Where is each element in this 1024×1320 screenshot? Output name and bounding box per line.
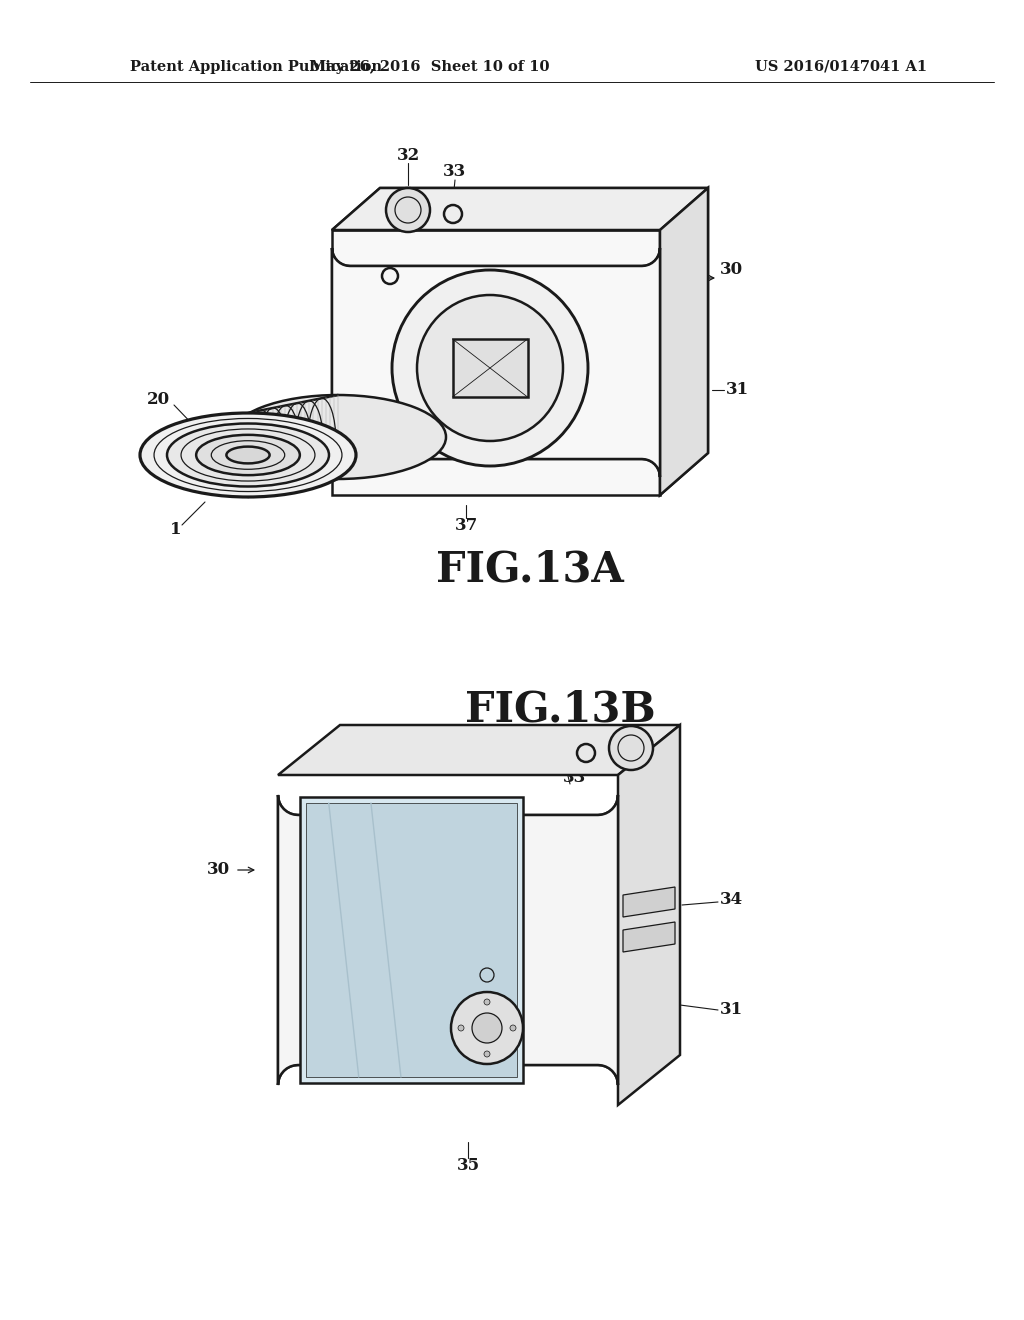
Circle shape (417, 294, 563, 441)
Text: 32: 32 (396, 147, 420, 164)
Text: FIG.13B: FIG.13B (465, 689, 655, 731)
Polygon shape (306, 803, 517, 1077)
Circle shape (392, 271, 588, 466)
Circle shape (484, 999, 490, 1005)
Text: 30: 30 (720, 261, 743, 279)
Text: 1: 1 (170, 521, 181, 539)
Text: 35: 35 (457, 1156, 479, 1173)
Circle shape (451, 993, 523, 1064)
Polygon shape (660, 187, 708, 495)
Text: 31: 31 (726, 381, 750, 399)
Text: May 26, 2016  Sheet 10 of 10: May 26, 2016 Sheet 10 of 10 (310, 59, 550, 74)
Circle shape (458, 1026, 464, 1031)
Text: 32: 32 (629, 781, 651, 799)
Ellipse shape (167, 424, 329, 487)
Polygon shape (278, 795, 618, 1085)
Polygon shape (332, 187, 708, 230)
Text: US 2016/0147041 A1: US 2016/0147041 A1 (755, 59, 927, 74)
Text: 20: 20 (146, 392, 170, 408)
Polygon shape (278, 795, 618, 1085)
Text: 36: 36 (379, 1072, 401, 1089)
Polygon shape (618, 725, 680, 1105)
Polygon shape (623, 921, 675, 952)
Polygon shape (278, 725, 680, 775)
Polygon shape (332, 230, 660, 495)
Text: 30: 30 (207, 862, 229, 879)
Ellipse shape (230, 395, 446, 479)
Circle shape (386, 187, 430, 232)
Circle shape (484, 1051, 490, 1057)
Ellipse shape (140, 413, 356, 498)
Text: 33: 33 (443, 164, 467, 181)
Polygon shape (332, 248, 660, 477)
Polygon shape (453, 339, 527, 397)
Ellipse shape (197, 434, 300, 475)
Text: 31: 31 (720, 1002, 743, 1019)
Polygon shape (300, 797, 523, 1082)
Polygon shape (660, 187, 708, 495)
Circle shape (472, 1012, 502, 1043)
Circle shape (609, 726, 653, 770)
Text: 37: 37 (455, 516, 477, 533)
Text: FIG.13A: FIG.13A (436, 549, 624, 591)
Circle shape (510, 1026, 516, 1031)
Polygon shape (332, 248, 660, 477)
Polygon shape (623, 887, 675, 917)
Text: 33: 33 (563, 770, 587, 787)
Ellipse shape (226, 446, 269, 463)
Polygon shape (332, 187, 708, 230)
Text: Patent Application Publication: Patent Application Publication (130, 59, 382, 74)
Text: 34: 34 (720, 891, 743, 908)
